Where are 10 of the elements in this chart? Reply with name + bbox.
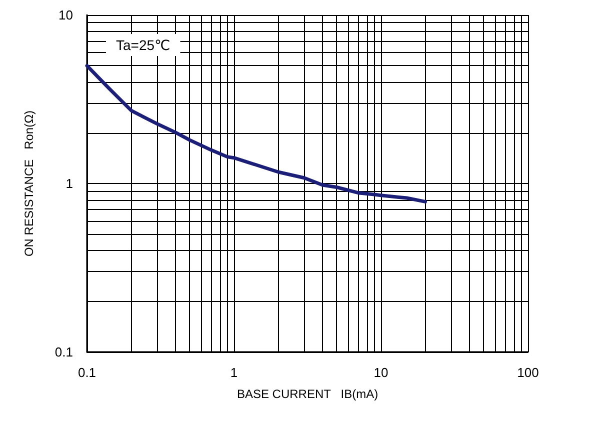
y-tick-label: 0.1 xyxy=(54,344,73,360)
x-tick-label: 10 xyxy=(374,365,388,380)
y-tick-label: 1 xyxy=(66,176,73,191)
x-tick-label: 1 xyxy=(230,365,238,380)
x-tick-label: 0.1 xyxy=(78,365,96,380)
y-tick-label: 10 xyxy=(58,8,73,22)
x-axis-title: BASE CURRENT IB(mA) xyxy=(236,387,378,401)
x-tick-label: 100 xyxy=(517,365,539,380)
y-axis-title: ON RESISTANCE Ron(Ω) xyxy=(22,110,36,257)
annotation: Ta=25℃ xyxy=(116,37,170,53)
